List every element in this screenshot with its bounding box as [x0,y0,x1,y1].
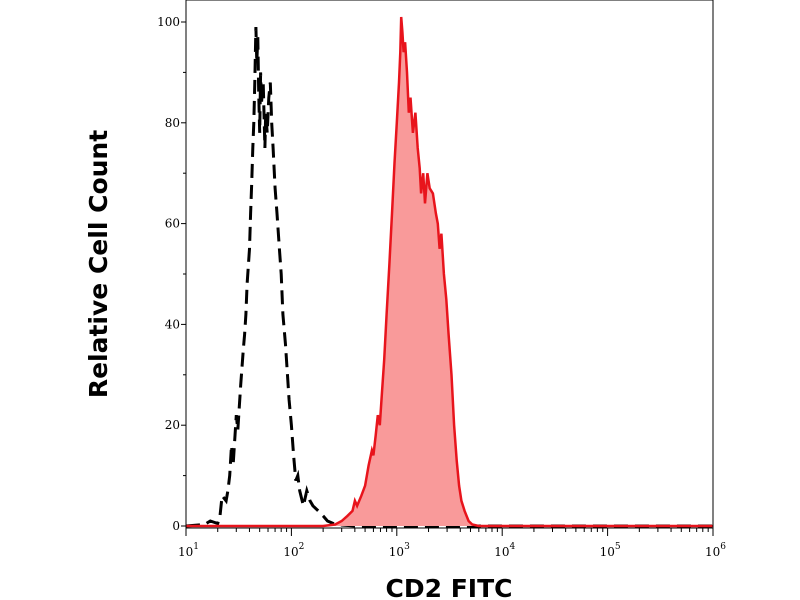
y-tick-label: 40 [165,317,180,331]
x-tick-label: 101 [178,542,199,559]
plot-area [185,16,713,528]
y-tick-label: 20 [165,418,180,432]
x-tick-label: 105 [600,542,621,559]
x-axis-title: CD2 FITC [386,574,513,600]
y-axis-title: Relative Cell Count [84,130,113,398]
y-axis-ticks: 0 20 40 60 80 100 [157,15,186,533]
cd2-stained-series-line [186,16,713,528]
y-tick-label: 100 [157,15,180,29]
x-tick-label: 103 [389,542,410,559]
y-tick-label: 80 [165,116,180,130]
y-tick-label: 0 [172,519,180,533]
x-axis-ticks: 101 102 103 104 105 106 [178,528,726,559]
isotype-control-series [185,26,713,528]
x-tick-label: 102 [283,542,304,559]
cd2-stained-series-fill [186,17,713,526]
y-tick-label: 60 [165,217,180,231]
plot-frame [185,0,714,529]
x-tick-label: 106 [705,542,726,559]
x-tick-label: 104 [494,542,515,559]
